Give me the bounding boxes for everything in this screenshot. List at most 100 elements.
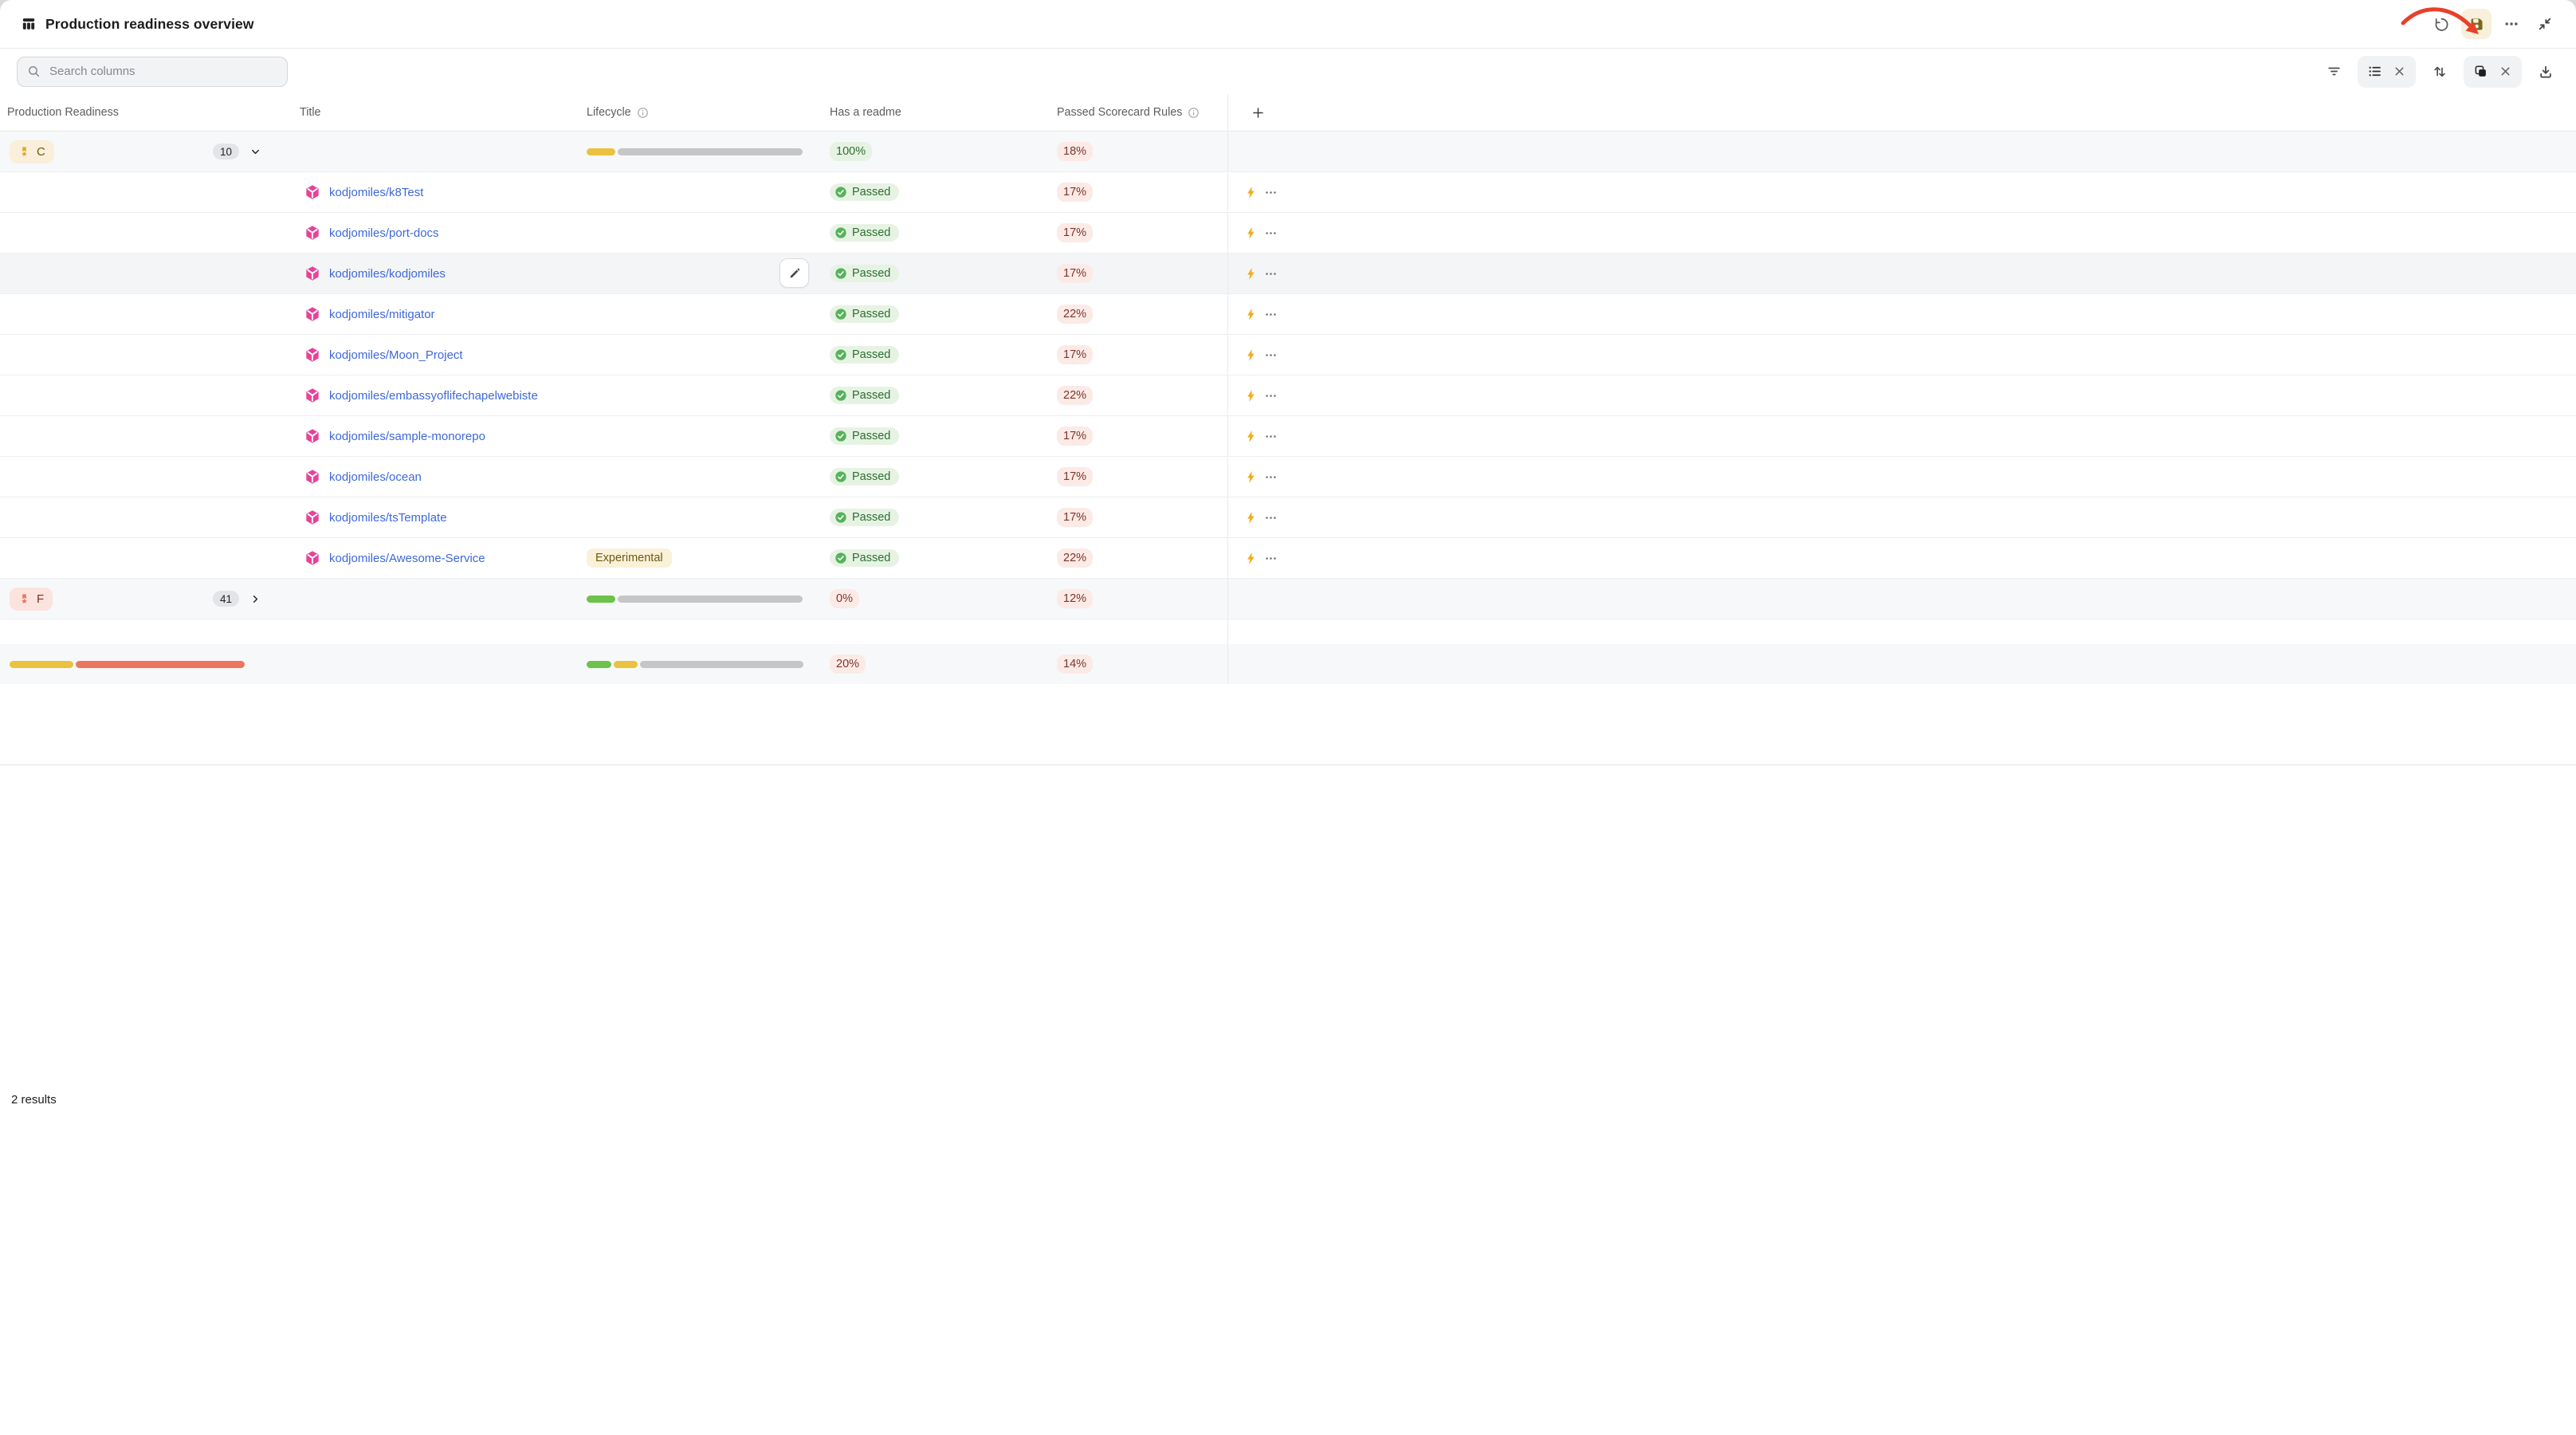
data-table: Production Readiness Title Lifecycle Has… <box>0 94 2576 765</box>
table-row[interactable]: kodjomiles/Awesome-Service Experimental Pa… <box>0 538 2576 579</box>
list-view-button[interactable] <box>2367 64 2382 79</box>
table-row[interactable]: kodjomiles/ocean Passed 17% <box>0 457 2576 497</box>
results-count: 2 results <box>11 1093 57 1107</box>
medal-icon <box>18 593 30 605</box>
gap-row <box>0 619 2576 644</box>
chevron-down-icon[interactable] <box>246 143 265 161</box>
row-actions-cell <box>1227 579 1288 619</box>
row-menu-button[interactable] <box>1261 223 1281 243</box>
passed-rules-percent-badge: 18% <box>1057 142 1094 161</box>
passed-badge-label: Passed <box>852 389 891 402</box>
save-button[interactable] <box>2461 9 2492 39</box>
passed-rules-cell: 17% <box>1044 497 1227 537</box>
download-button[interactable] <box>2532 58 2559 85</box>
check-circle-icon <box>834 308 847 320</box>
group-by-button[interactable] <box>2473 64 2488 79</box>
bar-segment <box>640 660 803 668</box>
clear-group-by-button[interactable] <box>2499 65 2512 78</box>
column-header-passed-scorecard-rules[interactable]: Passed Scorecard Rules <box>1044 94 1227 131</box>
entity-link[interactable]: kodjomiles/tsTemplate <box>329 510 447 525</box>
has-readme-cell: 20% <box>817 644 1044 684</box>
entity-link[interactable]: kodjomiles/kodjomiles <box>329 266 446 281</box>
table-row[interactable]: kodjomiles/Moon_Project Passed 17% <box>0 335 2576 375</box>
quick-action-button[interactable] <box>1241 183 1261 202</box>
passed-rules-cell: 14% <box>1044 644 1227 684</box>
entity-link[interactable]: kodjomiles/port-docs <box>329 226 439 240</box>
has-readme-cell: Passed <box>817 335 1044 375</box>
check-circle-icon <box>834 430 847 442</box>
quick-action-button[interactable] <box>1241 427 1261 446</box>
entity-link[interactable]: kodjomiles/k8Test <box>329 185 424 199</box>
lightning-icon <box>1244 348 1258 362</box>
download-icon <box>2540 65 2551 78</box>
sort-button[interactable] <box>2426 58 2453 85</box>
add-column-button[interactable] <box>1247 102 1269 124</box>
entity-link[interactable]: kodjomiles/ocean <box>329 470 422 484</box>
row-menu-button[interactable] <box>1261 386 1281 406</box>
column-header-has-a-readme[interactable]: Has a readme <box>830 106 901 119</box>
row-actions-cell <box>1227 294 1288 334</box>
table-row[interactable]: kodjomiles/embassyoflifechapelwebiste Pas… <box>0 375 2576 416</box>
undo-button[interactable] <box>2428 10 2455 37</box>
passed-rules-percent-badge: 12% <box>1057 589 1094 608</box>
row-menu-button[interactable] <box>1261 305 1281 324</box>
quick-action-button[interactable] <box>1241 305 1261 324</box>
lifecycle-cell <box>574 172 817 212</box>
entity-link[interactable]: kodjomiles/Moon_Project <box>329 348 463 362</box>
quick-action-button[interactable] <box>1241 548 1261 568</box>
edit-lifecycle-button[interactable] <box>779 258 809 288</box>
info-icon <box>637 107 648 118</box>
row-menu-button[interactable] <box>1261 467 1281 487</box>
quick-action-button[interactable] <box>1241 264 1261 284</box>
passed-badge: Passed <box>830 265 900 282</box>
column-header-production-readiness[interactable]: Production Readiness <box>7 106 119 119</box>
row-actions-cell <box>1227 213 1288 253</box>
search-input[interactable] <box>48 64 277 79</box>
quick-action-button[interactable] <box>1241 386 1261 406</box>
passed-badge-label: Passed <box>852 552 891 564</box>
table-row[interactable]: kodjomiles/kodjomiles Passed 17% <box>0 254 2576 294</box>
entity-link[interactable]: kodjomiles/Awesome-Service <box>329 551 485 565</box>
entity-link[interactable]: kodjomiles/mitigator <box>329 307 435 321</box>
quick-action-button[interactable] <box>1241 467 1261 487</box>
check-circle-icon <box>834 226 847 239</box>
column-header-title[interactable]: Title <box>300 106 321 119</box>
entity-link[interactable]: kodjomiles/sample-monorepo <box>329 429 485 443</box>
passed-rules-percent-badge: 17% <box>1057 345 1094 364</box>
row-menu-button[interactable] <box>1261 548 1281 568</box>
search-columns-box[interactable] <box>17 56 288 87</box>
entity-title: kodjomiles/port-docs <box>300 225 439 241</box>
collapse-button[interactable] <box>2531 10 2558 37</box>
table-row[interactable]: kodjomiles/k8Test Passed 17% <box>0 172 2576 213</box>
row-menu-button[interactable] <box>1261 427 1281 446</box>
microservice-cube-icon <box>304 225 320 241</box>
row-menu-button[interactable] <box>1261 183 1281 202</box>
table-row[interactable]: kodjomiles/port-docs Passed 17% <box>0 213 2576 254</box>
quick-action-button[interactable] <box>1241 345 1261 365</box>
passed-badge-label: Passed <box>852 348 891 361</box>
quick-action-button[interactable] <box>1241 508 1261 528</box>
production-readiness-cell <box>0 538 287 578</box>
table-row[interactable]: kodjomiles/sample-monorepo Passed 17% <box>0 416 2576 457</box>
lifecycle-cell <box>574 213 817 253</box>
ellipsis-icon <box>1264 470 1278 484</box>
microservice-cube-icon <box>304 428 320 444</box>
clear-view-button[interactable] <box>2393 65 2406 78</box>
column-header-lifecycle[interactable]: Lifecycle <box>574 94 817 131</box>
filter-button[interactable] <box>2320 58 2347 85</box>
row-menu-button[interactable] <box>1261 345 1281 365</box>
production-readiness-cell <box>0 457 287 497</box>
entity-link[interactable]: kodjomiles/embassyoflifechapelwebiste <box>329 388 538 403</box>
quick-action-button[interactable] <box>1241 223 1261 243</box>
row-menu-button[interactable] <box>1261 264 1281 284</box>
lifecycle-cell <box>574 497 817 537</box>
more-options-button[interactable] <box>2498 10 2525 37</box>
row-menu-button[interactable] <box>1261 508 1281 528</box>
chevron-right-icon[interactable] <box>246 590 265 608</box>
search-icon <box>27 65 41 78</box>
bar-segment <box>618 147 803 155</box>
table-row[interactable]: kodjomiles/mitigator Passed 22% <box>0 294 2576 335</box>
ellipsis-icon <box>1264 308 1278 321</box>
microservice-cube-icon <box>304 469 320 485</box>
table-row[interactable]: kodjomiles/tsTemplate Passed 17% <box>0 497 2576 538</box>
